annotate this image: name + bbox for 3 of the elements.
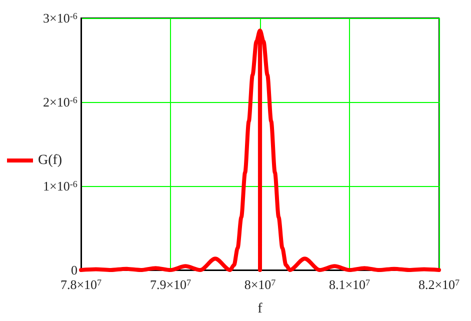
x-axis-title: f	[258, 302, 263, 316]
legend-label: G(f)	[38, 153, 62, 168]
y-tick-label: 0	[71, 262, 78, 278]
